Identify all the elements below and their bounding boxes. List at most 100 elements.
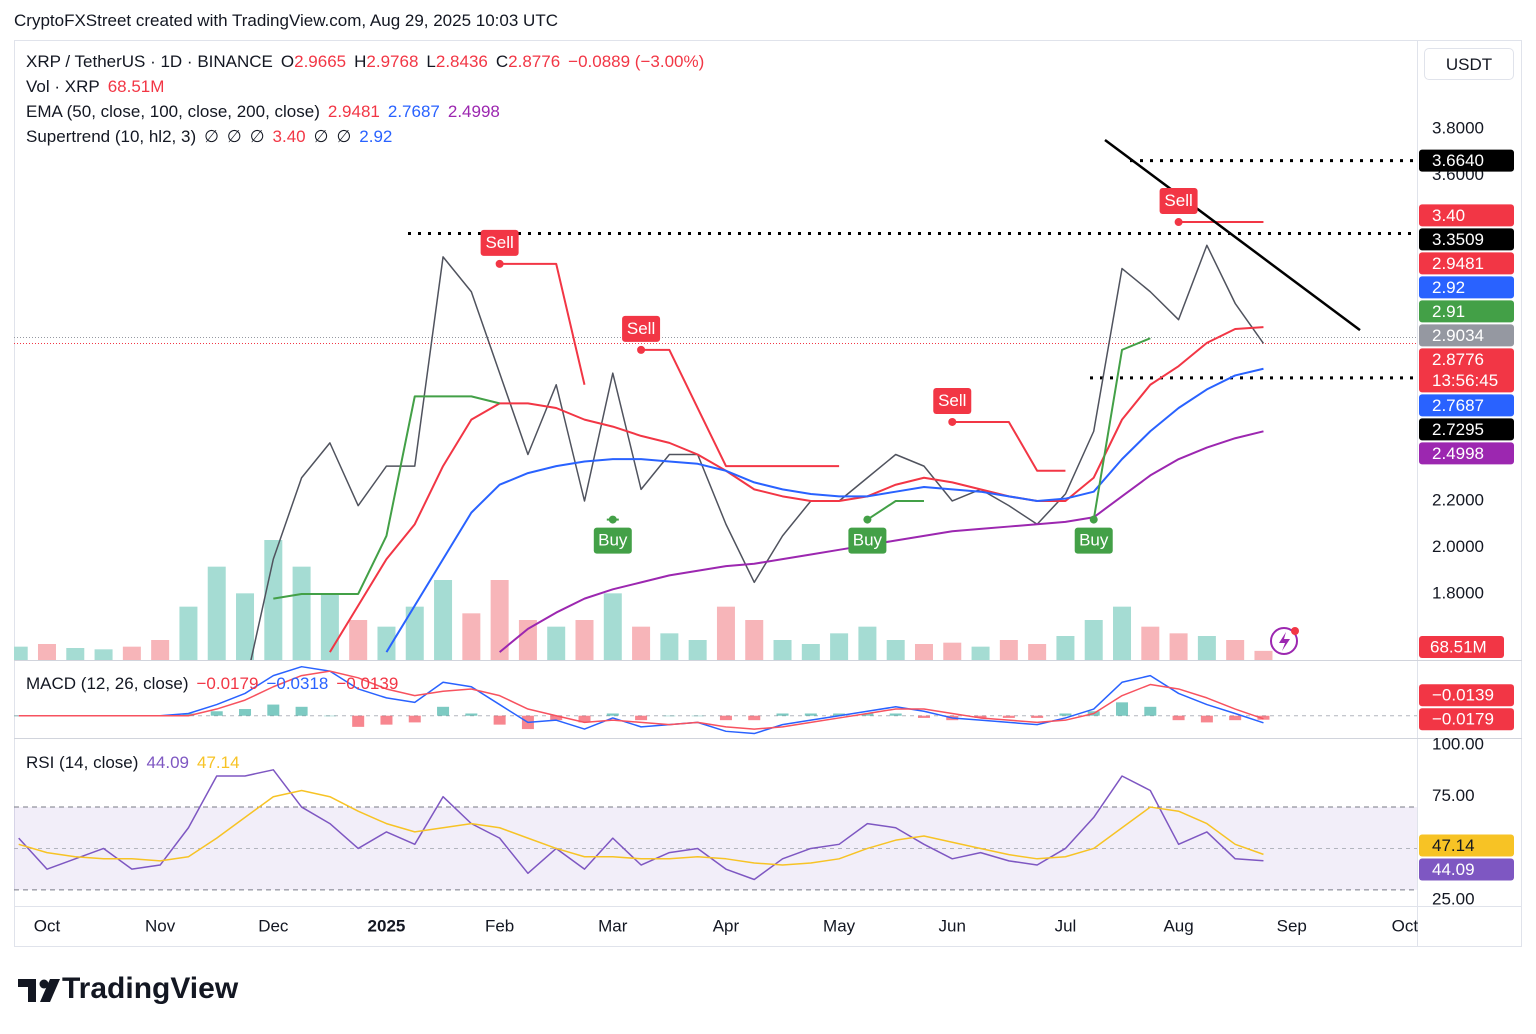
credit: CryptoFXStreet created with TradingView.… — [14, 11, 558, 30]
y-tick-label: 2.0000 — [1432, 537, 1484, 556]
histogram-bar — [804, 713, 817, 716]
axis-price-box — [1419, 149, 1514, 172]
legend-item: 2.9665 — [294, 52, 347, 71]
signal-box — [622, 315, 661, 342]
currency-button[interactable]: USDT — [1424, 48, 1514, 80]
axis-price-label: 2.4998 — [1432, 444, 1484, 463]
series-line — [18, 789, 1264, 866]
volume-bar — [405, 606, 424, 660]
volume-bar — [886, 640, 905, 660]
histogram-bar — [1144, 706, 1157, 716]
volume-bar — [632, 626, 651, 660]
histogram-bar — [1059, 713, 1072, 716]
volume-bar — [801, 644, 820, 660]
signal-label: Sell — [938, 391, 966, 410]
volume-bar — [94, 649, 113, 660]
signal-box — [1159, 188, 1198, 215]
volume-bar — [434, 580, 453, 660]
volume-bar — [716, 606, 735, 660]
legend-item: 2.8436 — [435, 52, 488, 71]
signal-label: Buy — [598, 531, 628, 550]
volume-label: 68.51M — [1430, 637, 1487, 656]
countdown-label: 13:56:45 — [1432, 371, 1498, 390]
signal-label: Buy — [1079, 531, 1109, 550]
volume-bar — [547, 626, 566, 660]
x-tick-label: Jun — [939, 916, 966, 935]
histogram-bar — [323, 715, 336, 717]
macd-pane — [14, 665, 1417, 735]
series-line — [866, 499, 924, 521]
axis-price-label: 3.6640 — [1432, 151, 1484, 170]
volume-bar — [349, 620, 368, 660]
x-tick-label: Oct — [1392, 916, 1419, 935]
histogram-bar — [1172, 715, 1185, 721]
legend-item: Vol · XRP — [26, 77, 100, 96]
volume-bar — [914, 644, 933, 660]
volume-bar — [603, 593, 622, 660]
legend-row: MACD (12, 26, close) −0.0179 −0.0318 −0.013… — [26, 671, 398, 696]
volume-bar — [1254, 650, 1273, 660]
x-tick-label: May — [823, 916, 856, 935]
signal-box — [480, 229, 519, 256]
volume-bar — [773, 640, 792, 660]
legend-item: XRP / TetherUS · 1D · BINANCE — [26, 52, 273, 71]
trendline — [1104, 138, 1361, 332]
axis-price-label: 2.92 — [1432, 278, 1465, 297]
series-line — [499, 262, 586, 385]
legend-item: EMA (50, close, 100, close, 200, close) — [26, 102, 320, 121]
x-tick-label: Aug — [1163, 916, 1193, 935]
rsi-legend: RSI (14, close) 44.09 47.14 — [26, 750, 240, 775]
legend-item: 44.09 — [146, 753, 189, 772]
histogram-bar — [550, 715, 563, 721]
volume-bar — [1169, 633, 1188, 660]
legend-item: ∅ — [249, 127, 265, 146]
legend-item: L — [426, 52, 436, 71]
signal-label: Buy — [853, 531, 883, 550]
histogram-bar — [1200, 715, 1213, 723]
logo: TradingView — [62, 972, 239, 1005]
x-tick-label: Sep — [1277, 916, 1307, 935]
axis-price-label: 2.9481 — [1432, 254, 1484, 273]
histogram-bar — [210, 711, 223, 716]
axis-price-box — [1419, 684, 1514, 707]
y-tick-label: 75.00 — [1432, 786, 1475, 805]
legend-item: MACD (12, 26, close) — [26, 674, 189, 693]
rsi-pane — [14, 769, 1417, 891]
histogram-bar — [606, 713, 619, 716]
volume-bar — [122, 646, 141, 660]
histogram-bar — [1116, 702, 1129, 716]
series-line — [641, 348, 840, 468]
legend-item: C — [495, 52, 509, 71]
signal-label: Sell — [627, 319, 655, 338]
volume-bar — [518, 620, 537, 660]
axis-price-label: −0.0179 — [1432, 710, 1494, 729]
axis-price-box — [1419, 204, 1514, 227]
legend-row: EMA (50, close, 100, close, 200, close) 2… — [26, 99, 704, 124]
histogram-bar — [917, 715, 930, 718]
histogram-bar — [776, 713, 789, 716]
histogram-bar — [833, 713, 846, 716]
histogram-bar — [380, 715, 393, 725]
volume-bar — [971, 646, 990, 660]
legend-item: 47.14 — [196, 753, 240, 772]
histogram-bar — [663, 715, 676, 717]
axis-price-label: 2.7687 — [1432, 396, 1484, 415]
signal-dot — [948, 417, 957, 426]
volume-bar — [377, 626, 396, 660]
volume-bar — [1056, 636, 1075, 660]
histogram-bar — [408, 715, 421, 723]
signal-dot — [1174, 218, 1183, 227]
axis-price-label: 47.14 — [1432, 836, 1475, 855]
signal-dot — [863, 515, 872, 524]
volume-bar — [236, 593, 255, 660]
volume-bar — [207, 566, 226, 660]
histogram-bar — [352, 715, 365, 727]
x-tick-label: Apr — [713, 916, 740, 935]
legend-item: 2.9768 — [366, 52, 419, 71]
axis-price-box — [1419, 708, 1514, 731]
x-tick-label: Nov — [145, 916, 176, 935]
axis-price-label: 2.9034 — [1432, 326, 1484, 345]
y-tick-label: 3.8000 — [1432, 119, 1484, 138]
